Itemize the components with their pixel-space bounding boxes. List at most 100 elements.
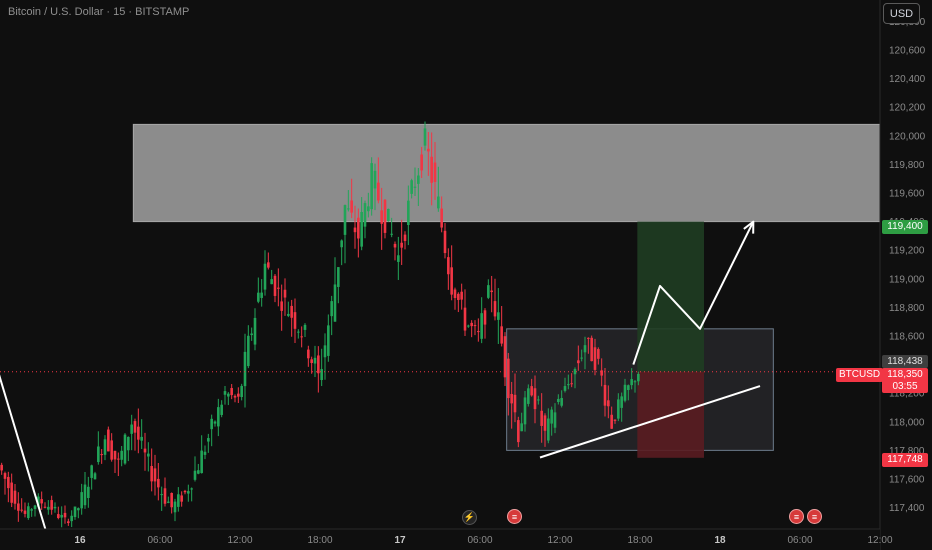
- bar-countdown: 03:55: [892, 381, 918, 392]
- supply-zone: [132, 123, 881, 223]
- current-price-badge: 118,350 03:55: [882, 368, 928, 393]
- candle-body: [347, 208, 350, 210]
- candle-body: [363, 203, 367, 227]
- candle-body: [637, 373, 640, 382]
- candle-body: [417, 175, 420, 184]
- candle-body: [77, 508, 80, 511]
- time-tick-label: 16: [74, 535, 86, 546]
- candle-body: [87, 486, 90, 499]
- candle-body: [20, 509, 23, 511]
- candle-body: [90, 465, 93, 478]
- candle-body: [623, 384, 627, 401]
- us-flag-icon[interactable]: ≡: [789, 509, 804, 524]
- time-tick-label: 06:00: [147, 535, 172, 546]
- candle-body: [380, 210, 383, 224]
- candle-body: [197, 470, 200, 474]
- time-tick-label: 18:00: [627, 535, 652, 546]
- candle-body: [310, 359, 313, 364]
- candle-body: [140, 436, 143, 441]
- candle-body: [0, 464, 3, 471]
- candle-body: [273, 275, 277, 296]
- candle-body: [107, 429, 110, 452]
- currency-button[interactable]: USD: [883, 3, 920, 24]
- candle-body: [33, 505, 37, 510]
- candle-body: [550, 409, 553, 424]
- candle-body: [560, 398, 563, 406]
- price-tick-label: 120,600: [889, 46, 926, 57]
- candle-body: [463, 307, 467, 331]
- candle-body: [207, 438, 210, 442]
- candle-body: [493, 301, 497, 317]
- candle-body: [73, 506, 77, 518]
- candle-body: [370, 163, 373, 210]
- candle-body: [427, 148, 430, 152]
- candle-body: [300, 336, 303, 338]
- drawings-layer[interactable]: [0, 220, 761, 530]
- time-tick-label: 18:00: [307, 535, 332, 546]
- candle-body: [10, 482, 13, 503]
- candles-layer: [0, 121, 640, 528]
- candle-body: [153, 468, 157, 482]
- candle-body: [633, 381, 637, 383]
- candle-body: [323, 345, 327, 358]
- candle-body: [17, 503, 20, 511]
- candle-body: [400, 242, 403, 248]
- candle-body: [237, 393, 240, 397]
- candle-body: [510, 393, 513, 404]
- candle-body: [333, 284, 337, 322]
- candle-body: [350, 200, 353, 213]
- candle-body: [30, 509, 33, 511]
- candle-body: [583, 345, 587, 353]
- candle-body: [533, 388, 537, 410]
- candle-body: [450, 267, 453, 295]
- chart-title: Bitcoin / U.S. Dollar · 15 · BITSTAMP: [8, 6, 190, 18]
- candle-body: [507, 358, 510, 399]
- candle-body: [97, 446, 100, 463]
- time-axis[interactable]: [0, 529, 880, 550]
- candle-body: [303, 324, 307, 330]
- time-tick-label: 12:00: [227, 535, 252, 546]
- us-flag-icon[interactable]: ≡: [507, 509, 522, 524]
- candle-body: [167, 501, 170, 503]
- candle-body: [393, 243, 397, 248]
- candle-body: [557, 398, 560, 403]
- candle-body: [630, 379, 633, 386]
- price-tick-label: 118,800: [889, 303, 925, 314]
- stop-price-badge: 117,748: [882, 453, 928, 467]
- us-flag-icon[interactable]: ≡: [807, 509, 822, 524]
- candle-body: [410, 180, 413, 194]
- time-tick-label: 17: [394, 535, 406, 546]
- candle-body: [593, 347, 597, 370]
- lightning-icon[interactable]: ⚡: [462, 510, 477, 525]
- candle-body: [620, 396, 623, 408]
- candle-body: [600, 370, 603, 376]
- candle-body: [367, 206, 370, 212]
- candle-body: [440, 208, 443, 228]
- candle-body: [263, 263, 267, 290]
- candle-body: [150, 466, 153, 482]
- trendline: [539, 385, 761, 459]
- candle-body: [240, 385, 243, 398]
- candle-body: [120, 450, 123, 460]
- time-tick-label: 06:00: [467, 535, 492, 546]
- price-tick-label: 119,800: [889, 160, 925, 171]
- candle-body: [383, 199, 387, 233]
- candle-body: [60, 514, 63, 518]
- candle-body: [213, 421, 217, 424]
- target-price-badge: 119,400: [882, 220, 928, 234]
- candle-body: [327, 325, 330, 356]
- candle-body: [193, 470, 197, 480]
- candle-body: [27, 506, 30, 519]
- candle-body: [40, 499, 43, 504]
- candle-body: [307, 349, 310, 359]
- candle-body: [43, 506, 47, 508]
- candle-body: [293, 312, 297, 329]
- candle-body: [360, 211, 363, 247]
- price-tick-label: 120,000: [889, 131, 926, 142]
- candle-body: [257, 292, 260, 302]
- candle-body: [473, 325, 477, 327]
- projection-arrowhead: [743, 220, 755, 234]
- candle-body: [177, 494, 180, 507]
